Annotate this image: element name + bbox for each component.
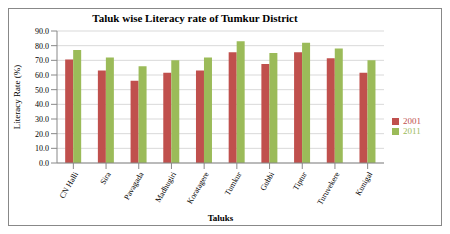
svg-text:90.0: 90.0 bbox=[35, 27, 49, 36]
html-text:Taluk wise Literacy rate of Tu: Taluk wise Literacy rate of Tumkur Distr… bbox=[92, 12, 298, 24]
svg-text:Madhugiri: Madhugiri bbox=[153, 170, 178, 204]
html-text:2001: 2001 bbox=[403, 116, 421, 126]
svg-text:Koratagere: Koratagere bbox=[185, 170, 211, 206]
svg-text:70.0: 70.0 bbox=[35, 56, 49, 65]
svg-text:Turuvekere: Turuvekere bbox=[316, 170, 342, 207]
svg-text:Kunigal: Kunigal bbox=[354, 170, 375, 197]
svg-text:Tumkur: Tumkur bbox=[223, 170, 244, 197]
svg-text:80.0: 80.0 bbox=[35, 42, 49, 51]
svg-text:0.0: 0.0 bbox=[39, 159, 49, 168]
svg-text:Pavagada: Pavagada bbox=[122, 170, 145, 201]
svg-text:CN Halli: CN Halli bbox=[58, 170, 81, 200]
svg-text:50.0: 50.0 bbox=[35, 86, 49, 95]
svg-text:Sira: Sira bbox=[98, 170, 112, 186]
svg-text:30.0: 30.0 bbox=[35, 115, 49, 124]
html-text:2011: 2011 bbox=[403, 126, 421, 136]
svg-text:Literacy Rate (%): Literacy Rate (%) bbox=[12, 65, 22, 129]
svg-text:40.0: 40.0 bbox=[35, 100, 49, 109]
svg-text:60.0: 60.0 bbox=[35, 71, 49, 80]
svg-text:Taluks: Taluks bbox=[208, 213, 234, 223]
svg-text:10.0: 10.0 bbox=[35, 144, 49, 153]
svg-text:20.0: 20.0 bbox=[35, 130, 49, 139]
svg-text:Tiptur: Tiptur bbox=[291, 170, 309, 192]
svg-text:Gubbi: Gubbi bbox=[258, 170, 276, 192]
